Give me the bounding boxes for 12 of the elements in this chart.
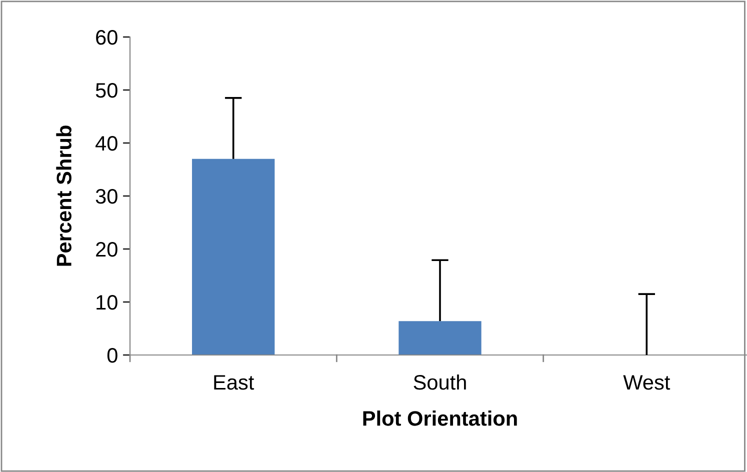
y-tick-label: 50 [96, 83, 118, 98]
y-axis-title: Percent Shrub [56, 126, 72, 266]
x-tick-label: East [214, 375, 254, 390]
y-tick-label: 0 [107, 348, 118, 363]
y-tick-label: 60 [96, 30, 118, 45]
y-tick-label: 20 [96, 242, 118, 257]
x-axis-title: Plot Orientation [363, 410, 517, 426]
y-tick-label: 40 [96, 136, 118, 151]
x-tick-label: South [414, 374, 466, 390]
y-tick-label: 30 [96, 189, 118, 204]
x-tick-label: West [623, 375, 670, 390]
y-tick-label: 10 [96, 295, 118, 310]
